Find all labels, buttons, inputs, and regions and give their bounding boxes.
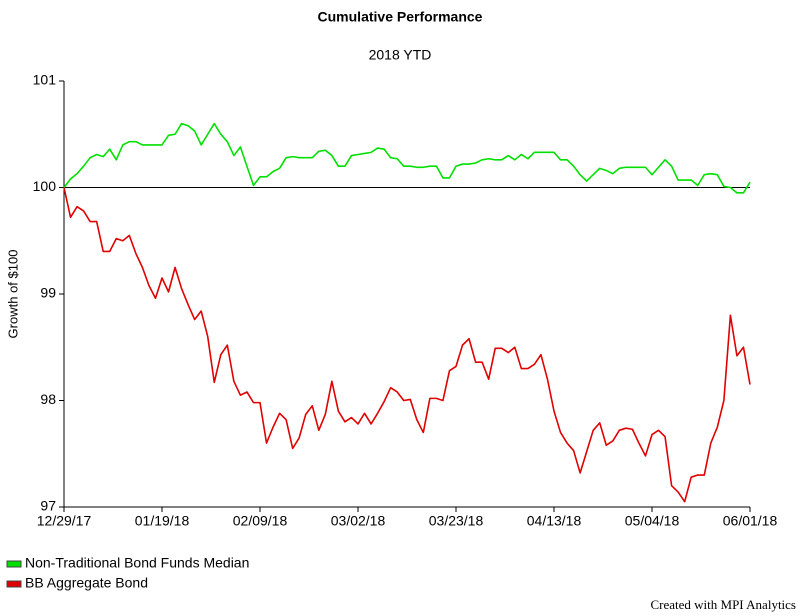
y-tick-label: 101	[33, 72, 57, 88]
y-tick-label: 99	[40, 285, 56, 301]
chart-title: Cumulative Performance	[318, 9, 483, 25]
x-tick-label: 01/19/18	[135, 513, 190, 529]
y-tick-label: 98	[40, 391, 56, 407]
y-tick-label: 97	[40, 498, 56, 514]
y-tick-label: 100	[33, 178, 57, 194]
legend-swatch	[6, 560, 22, 568]
x-tick-label: 12/29/17	[37, 513, 92, 529]
x-tick-label: 06/01/18	[723, 513, 778, 529]
x-tick-label: 03/02/18	[331, 513, 386, 529]
footer: Created with MPI Analytics	[650, 597, 796, 612]
legend-label: BB Aggregate Bond	[25, 575, 148, 591]
x-tick-label: 05/04/18	[625, 513, 680, 529]
series-line	[63, 122, 751, 194]
legend-label: Non-Traditional Bond Funds Median	[25, 555, 249, 571]
legend-swatch	[6, 580, 22, 588]
x-tick-label: 02/09/18	[233, 513, 288, 529]
y-axis-label: Growth of $100	[5, 250, 20, 339]
x-tick-label: 04/13/18	[527, 513, 582, 529]
series-line	[63, 187, 751, 503]
x-tick-label: 03/23/18	[429, 513, 484, 529]
chart-subtitle: 2018 YTD	[369, 47, 432, 63]
